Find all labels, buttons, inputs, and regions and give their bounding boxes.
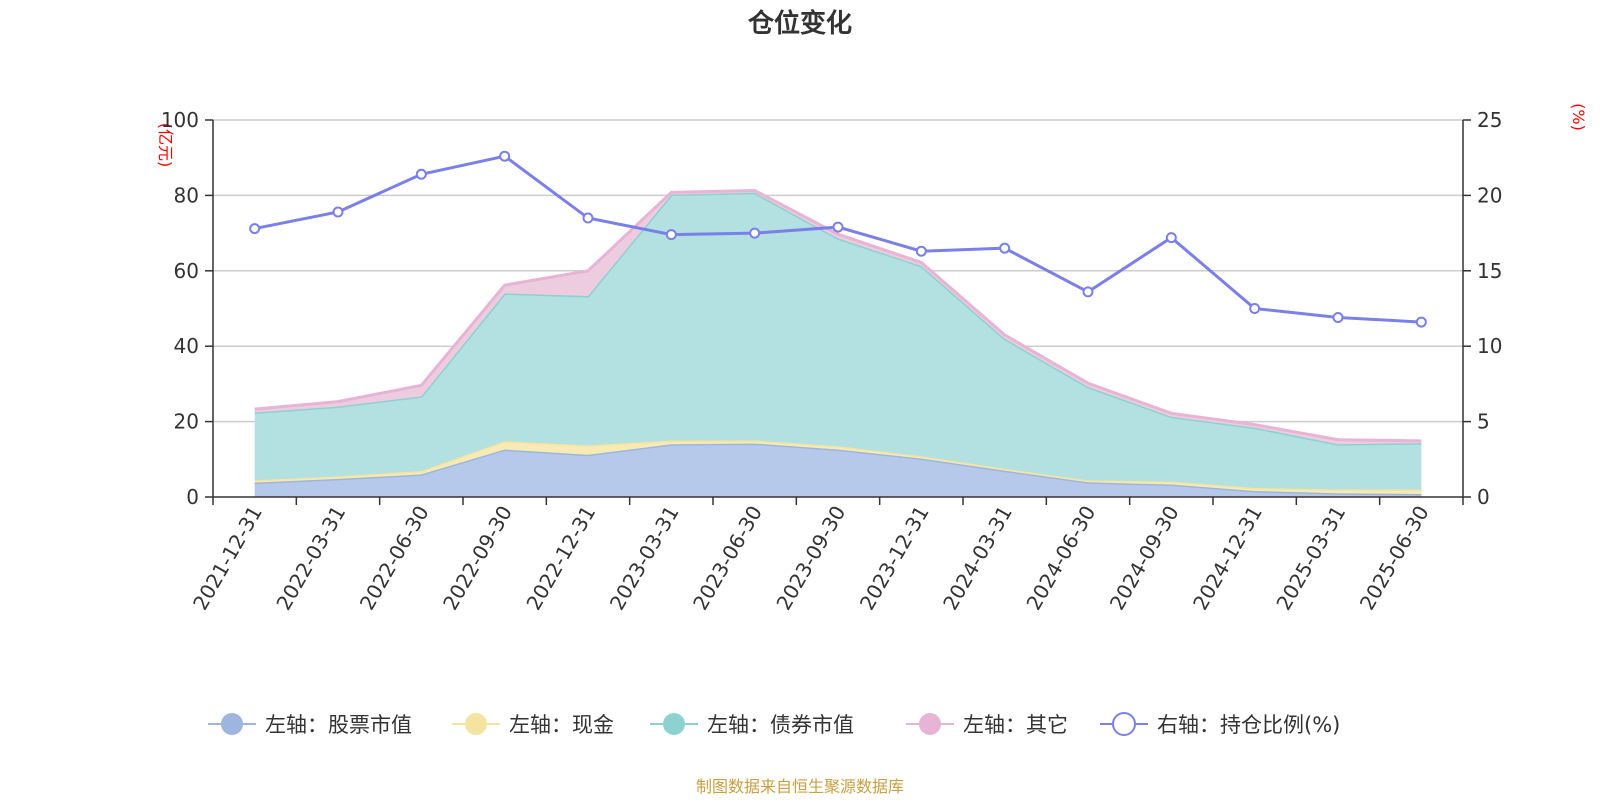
left-axis-tick-label: 80: [174, 183, 199, 207]
x-axis-tick-label: 2023-12-31: [855, 501, 934, 614]
legend-marker: [919, 713, 941, 735]
x-axis-tick-label: 2023-09-30: [771, 502, 850, 615]
ratio-point: [1165, 232, 1177, 244]
x-axis-tick-label: 2023-06-30: [688, 502, 767, 615]
x-axis-tick-label: 2025-03-31: [1271, 502, 1350, 615]
x-axis-tick-label: 2023-03-31: [605, 502, 684, 615]
ratio-point: [332, 206, 344, 218]
legend: 左轴：股票市值 左轴：现金 左轴：债券市值 左轴：其它 右轴：持仓比例(%): [208, 712, 1340, 737]
x-axis-tick-label: 2022-09-30: [438, 502, 517, 615]
right-axis-tick-label: 25: [1477, 108, 1502, 132]
chart-title: 仓位变化: [747, 8, 852, 39]
ratio-point: [832, 221, 844, 233]
x-axis-tick-label: 2022-06-30: [355, 502, 434, 615]
right-axis-tick-label: 10: [1477, 334, 1502, 358]
ratio-point: [915, 245, 927, 257]
legend-label: 左轴：股票市值: [265, 713, 412, 737]
right-axis-tick-label: 15: [1477, 259, 1502, 283]
left-axis-unit: (亿元): [156, 123, 175, 168]
ratio-line: [249, 150, 1427, 328]
ratio-point: [499, 150, 511, 162]
ratio-point: [1415, 316, 1427, 328]
legend-item: 左轴：其它: [906, 713, 1068, 737]
right-axis-tick-label: 5: [1477, 410, 1490, 434]
left-axis-tick-label: 100: [161, 108, 199, 132]
ratio-point: [749, 227, 761, 239]
x-axis-tick-label: 2024-12-31: [1188, 502, 1267, 615]
left-axis-tick-label: 0: [186, 485, 199, 509]
legend-item: 左轴：现金: [452, 713, 614, 737]
x-axis-tick-label: 2022-12-31: [521, 502, 600, 615]
legend-marker: [465, 713, 487, 735]
x-axis-tick-label: 2021-12-31: [188, 502, 267, 615]
legend-item: 左轴：股票市值: [208, 713, 412, 737]
legend-marker: [1112, 712, 1136, 736]
x-axis-tick-label: 2024-06-30: [1021, 502, 1100, 615]
legend-marker: [221, 713, 243, 735]
ratio-point: [1332, 312, 1344, 324]
data-source-note: 制图数据来自恒生聚源数据库: [696, 777, 904, 796]
left-axis-tick-label: 60: [174, 259, 199, 283]
x-axis-tick-label: 2025-06-30: [1355, 502, 1434, 615]
right-axis-tick-label: 20: [1477, 183, 1502, 207]
legend-item: 左轴：债券市值: [650, 713, 854, 737]
ratio-point: [582, 212, 594, 224]
ratio-point: [1249, 303, 1261, 314]
right-axis-unit: (%): [1569, 103, 1588, 131]
ratio-point: [415, 168, 427, 180]
ratio-point: [999, 242, 1011, 254]
ratio-point: [1082, 286, 1094, 298]
left-axis-tick-label: 40: [174, 334, 199, 358]
stacked-areas: [254, 188, 1422, 497]
x-axis-tick-label: 2024-03-31: [938, 502, 1017, 615]
area-左轴：债券市值: [254, 192, 1422, 490]
legend-marker: [663, 713, 685, 735]
x-axis-tick-label: 2022-03-31: [271, 502, 350, 615]
left-axis-tick-label: 20: [174, 410, 199, 434]
legend-label: 左轴：债券市值: [707, 713, 854, 737]
ratio-point: [249, 223, 261, 235]
ratio-point: [665, 229, 677, 241]
area-edge-左轴：其它: [254, 188, 1422, 443]
legend-label: 左轴：现金: [509, 713, 614, 737]
legend-label: 左轴：其它: [963, 713, 1068, 737]
x-axis-tick-label: 2024-09-30: [1105, 502, 1184, 615]
right-axis-tick-label: 0: [1477, 485, 1490, 509]
legend-label: 右轴：持仓比例(%): [1157, 713, 1340, 737]
legend-item: 右轴：持仓比例(%): [1100, 712, 1340, 737]
